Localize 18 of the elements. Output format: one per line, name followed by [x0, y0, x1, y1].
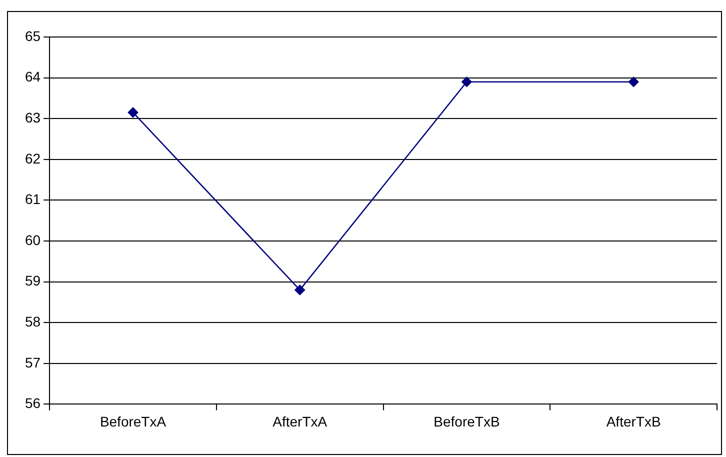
x-tick-label: AfterTxA [272, 413, 328, 430]
x-tick-label: BeforeTxB [434, 413, 500, 430]
y-tick-label: 63 [24, 109, 41, 126]
point [128, 107, 138, 118]
point [628, 76, 639, 88]
y-tick-label: 57 [24, 354, 41, 370]
y-tick-label: 56 [24, 395, 41, 412]
y-tick-label: 60 [24, 232, 41, 248]
y-tick-label: 58 [24, 313, 41, 330]
y-tick-label: 65 [24, 28, 41, 44]
point [462, 76, 472, 88]
x-tick-label: BeforeTxA [100, 413, 167, 430]
x-tick-label: AfterTxB [606, 413, 661, 430]
y-tick-label: 62 [24, 150, 41, 166]
y-tick-label: 61 [24, 191, 41, 208]
y-tick-label: 59 [24, 272, 41, 289]
y-tick-label: 64 [24, 68, 41, 85]
point [294, 284, 306, 296]
